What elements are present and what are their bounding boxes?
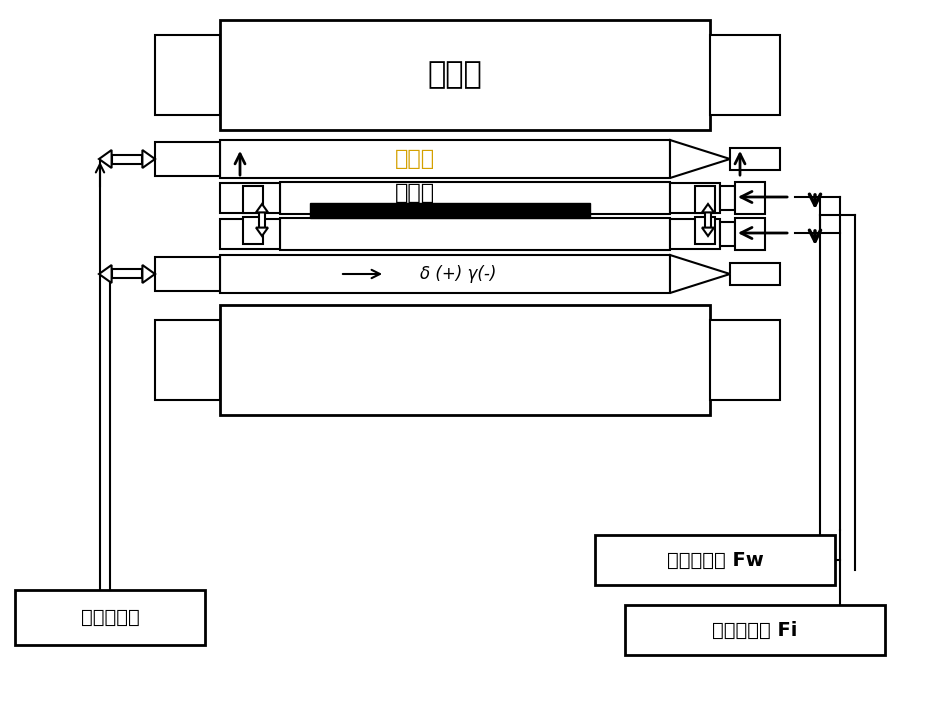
Bar <box>220 305 709 415</box>
Bar <box>279 182 669 214</box>
Text: 支撑辊: 支撑辊 <box>428 61 481 90</box>
Bar <box>220 219 279 249</box>
Bar <box>279 218 669 250</box>
Bar <box>111 269 143 279</box>
Polygon shape <box>701 204 714 212</box>
Polygon shape <box>669 255 729 293</box>
Polygon shape <box>143 265 155 283</box>
Bar <box>220 140 669 178</box>
Bar <box>220 255 669 293</box>
Text: 中间辊对动: 中间辊对动 <box>80 607 139 627</box>
Polygon shape <box>256 204 268 212</box>
Bar <box>694 217 715 244</box>
Text: 工作辊: 工作辊 <box>395 183 434 203</box>
Bar <box>595 535 834 585</box>
Text: 中间辊: 中间辊 <box>395 149 434 169</box>
Bar <box>111 155 143 163</box>
Text: 工作辊弯辊 Fw: 工作辊弯辊 Fw <box>666 550 763 570</box>
Polygon shape <box>99 150 111 168</box>
Polygon shape <box>143 150 155 168</box>
Text: 中间辊弯辊 Fi: 中间辊弯辊 Fi <box>712 620 797 640</box>
Polygon shape <box>701 227 714 236</box>
Bar <box>709 320 779 400</box>
Bar <box>310 203 589 218</box>
Polygon shape <box>669 140 729 178</box>
Bar <box>729 148 779 170</box>
Bar <box>259 212 264 227</box>
Bar <box>624 605 885 655</box>
Bar <box>669 219 719 249</box>
Text: δ (+) γ(-): δ (+) γ(-) <box>419 265 496 283</box>
Bar <box>734 218 765 250</box>
Bar <box>155 142 220 176</box>
Bar <box>729 263 779 285</box>
Bar <box>155 35 220 115</box>
Bar <box>220 183 279 213</box>
Bar <box>719 186 734 210</box>
Bar <box>243 186 262 213</box>
Bar <box>709 35 779 115</box>
Polygon shape <box>256 227 268 236</box>
Bar <box>704 212 710 227</box>
Bar <box>694 186 715 213</box>
Bar <box>243 217 262 244</box>
Bar <box>155 257 220 291</box>
Bar <box>15 590 205 645</box>
Bar <box>669 183 719 213</box>
Bar <box>155 320 220 400</box>
Bar <box>220 20 709 130</box>
Bar <box>734 182 765 214</box>
Bar <box>719 222 734 246</box>
Polygon shape <box>99 265 111 283</box>
